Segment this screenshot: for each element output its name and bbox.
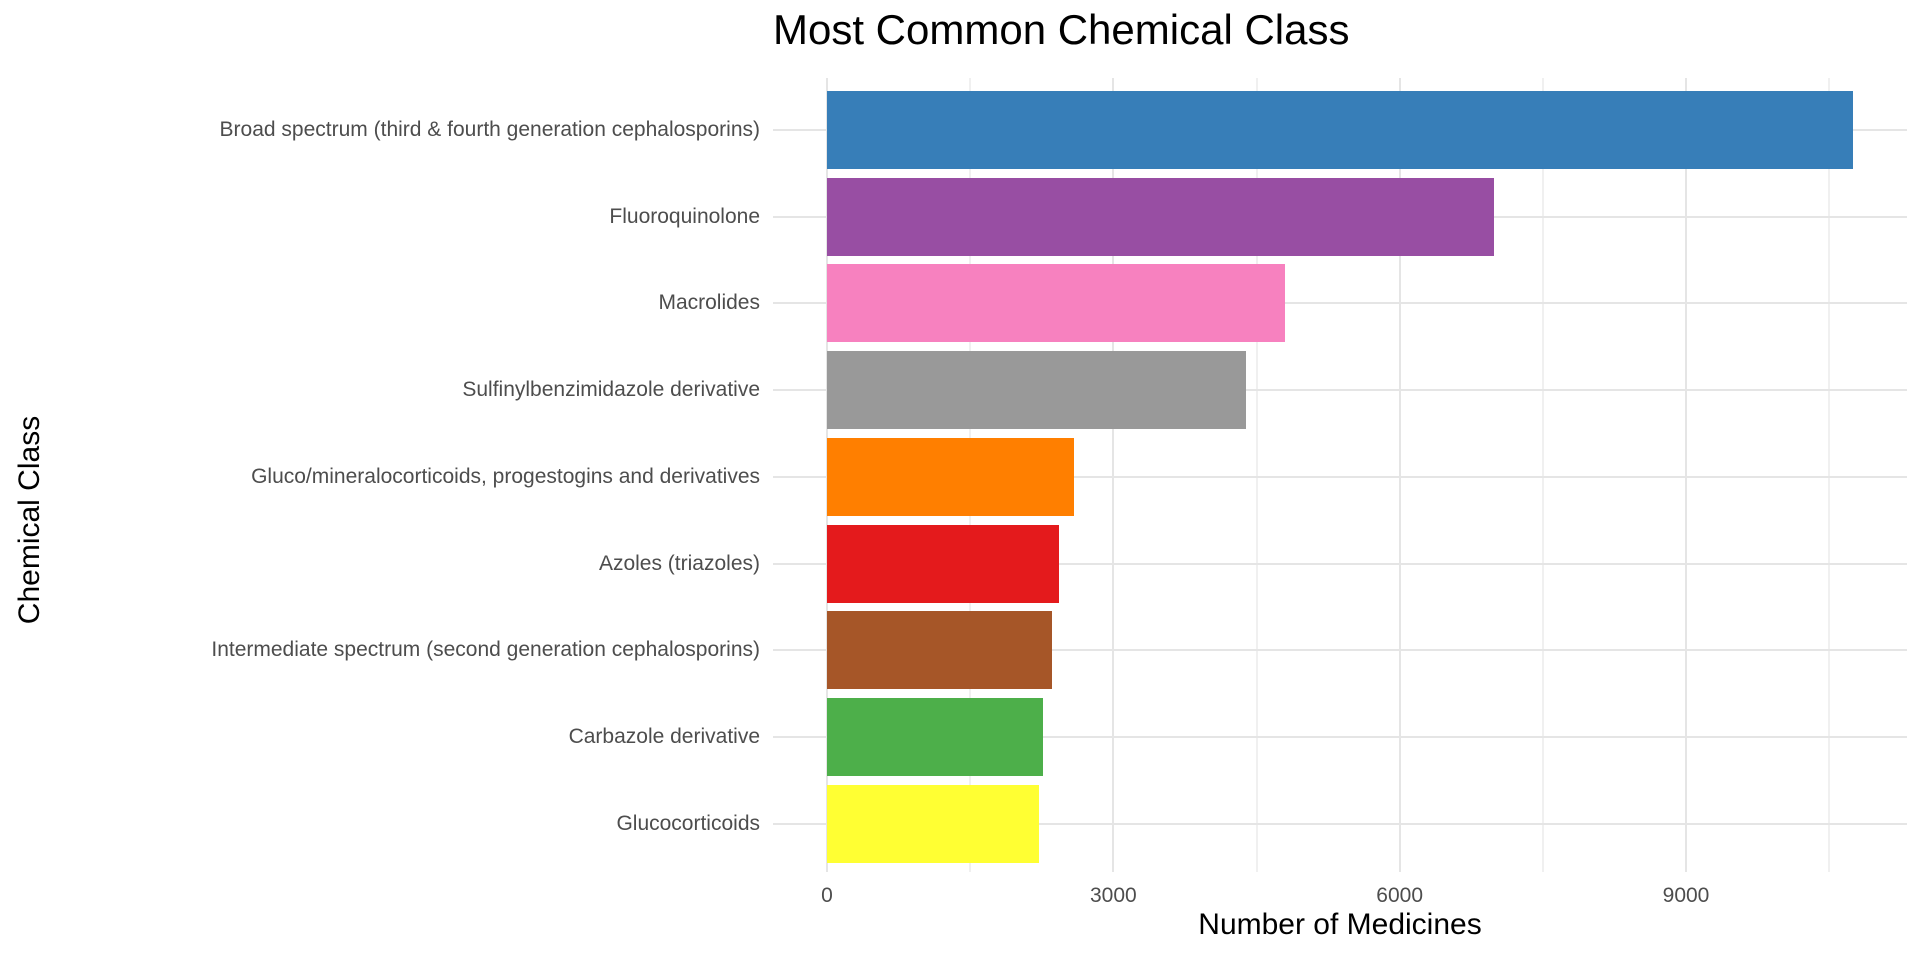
x-tick-label: 3000 xyxy=(1089,884,1137,907)
gridline-horizontal xyxy=(773,649,1907,652)
gridline-horizontal xyxy=(773,302,1907,305)
x-tick-label: 6000 xyxy=(1376,884,1424,907)
plot-panel xyxy=(773,78,1907,872)
bar xyxy=(827,697,1043,776)
bar xyxy=(827,177,1495,256)
category-label: Carbazole derivative xyxy=(568,724,760,748)
x-tick-label: 9000 xyxy=(1662,884,1710,907)
bar xyxy=(827,437,1075,516)
x-axis-title: Number of Medicines xyxy=(1198,908,1482,941)
gridline-horizontal xyxy=(773,735,1907,738)
bar xyxy=(827,524,1059,603)
gridline-vertical xyxy=(1541,78,1544,872)
bar xyxy=(827,351,1246,430)
gridline-vertical xyxy=(1828,78,1831,872)
x-tick-label: 0 xyxy=(821,884,833,907)
category-label: Macrolides xyxy=(658,291,760,315)
category-label: Fluoroquinolone xyxy=(609,204,760,228)
gridline-vertical xyxy=(1398,78,1401,872)
chart-title: Most Common Chemical Class xyxy=(773,6,1350,53)
gridline-horizontal xyxy=(773,562,1907,565)
category-label: Azoles (triazoles) xyxy=(598,551,760,575)
y-axis-title: Chemical Class xyxy=(13,415,46,625)
bar xyxy=(827,264,1286,343)
gridline-horizontal xyxy=(773,389,1907,392)
bar xyxy=(827,91,1854,169)
category-label: Gluco/mineralocorticoids, progestogins a… xyxy=(251,464,760,488)
category-label: Intermediate spectrum (second generation… xyxy=(211,638,760,662)
gridline-horizontal xyxy=(773,475,1907,478)
bar xyxy=(827,784,1039,863)
gridline-horizontal xyxy=(773,822,1907,825)
gridline-vertical xyxy=(1255,78,1258,872)
category-label: Broad spectrum (third & fourth generatio… xyxy=(219,118,760,141)
gridline-vertical xyxy=(1685,78,1687,872)
gridline-vertical xyxy=(1112,78,1115,872)
category-label: Glucocorticoids xyxy=(616,811,760,835)
category-label: Sulfinylbenzimidazole derivative xyxy=(462,378,760,402)
bar xyxy=(827,611,1053,690)
